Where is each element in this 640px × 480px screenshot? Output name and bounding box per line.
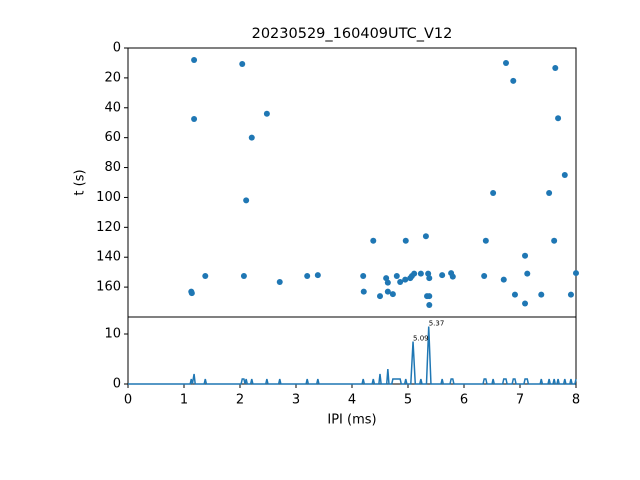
point: [439, 272, 446, 279]
point: [411, 270, 418, 277]
y-tick-label: 60: [104, 130, 121, 145]
y-tick-label: 10: [104, 327, 121, 342]
point: [393, 273, 400, 280]
y-tick-label: 160: [96, 280, 121, 295]
point: [538, 291, 545, 298]
point: [389, 291, 396, 298]
point: [449, 273, 456, 280]
x-tick-label: 0: [124, 393, 132, 408]
x-tick-label: 1: [180, 393, 188, 408]
point: [551, 237, 558, 244]
point: [191, 115, 198, 122]
point: [240, 273, 247, 280]
point: [500, 276, 507, 283]
x-tick-label: 6: [460, 393, 468, 408]
point: [188, 290, 195, 297]
point: [552, 65, 559, 72]
x-tick-label: 5: [404, 393, 412, 408]
point: [202, 273, 209, 280]
y-tick-label: 80: [104, 160, 121, 175]
point: [426, 302, 433, 309]
point: [276, 279, 283, 286]
axes-frame: [127, 316, 577, 385]
x-tick-label: 4: [348, 393, 356, 408]
point: [511, 291, 518, 298]
chart-title: 20230529_160409UTC_V12: [252, 26, 453, 42]
point: [384, 288, 391, 295]
y-tick-label: 0: [113, 41, 121, 56]
x-axis-label: IPI (ms): [327, 413, 376, 428]
y-axis-label: t (s): [73, 169, 88, 195]
point: [561, 172, 568, 179]
point: [555, 115, 562, 122]
x-tick-label: 7: [516, 393, 524, 408]
point: [524, 270, 531, 277]
point: [370, 237, 377, 244]
x-tick-label: 2: [236, 393, 244, 408]
point: [263, 110, 270, 117]
point: [426, 275, 433, 282]
axes-frame: [127, 47, 577, 318]
point: [304, 273, 311, 280]
y-tick-label: 120: [96, 220, 121, 235]
y-tick-label: 40: [104, 100, 121, 115]
point: [239, 60, 246, 67]
annotation: 5.37: [429, 320, 445, 328]
point: [567, 291, 574, 298]
point: [377, 293, 383, 300]
point: [402, 237, 409, 244]
point: [422, 233, 429, 240]
point: [417, 270, 424, 277]
point: [546, 189, 553, 196]
y-tick-label: 100: [96, 190, 121, 205]
point: [384, 279, 391, 286]
x-tick-label: 3: [292, 393, 300, 408]
point: [573, 270, 579, 277]
point: [360, 288, 367, 295]
point: [522, 300, 529, 307]
annotation: 5.09: [413, 335, 429, 343]
y-tick-label: 0: [113, 377, 121, 392]
line: [128, 326, 577, 385]
point: [503, 59, 509, 66]
point: [397, 279, 404, 286]
point: [360, 273, 367, 280]
point: [402, 276, 409, 283]
point: [425, 270, 432, 277]
point: [314, 272, 321, 279]
y-tick-label: 140: [96, 250, 121, 265]
y-tick-label: 20: [104, 70, 121, 85]
point: [248, 134, 255, 141]
point: [191, 56, 198, 63]
point: [482, 237, 489, 244]
point: [490, 189, 497, 196]
point: [522, 252, 529, 259]
point: [510, 77, 517, 84]
x-tick-label: 8: [572, 393, 580, 408]
point: [426, 293, 433, 300]
point: [243, 197, 250, 204]
point: [481, 273, 488, 280]
